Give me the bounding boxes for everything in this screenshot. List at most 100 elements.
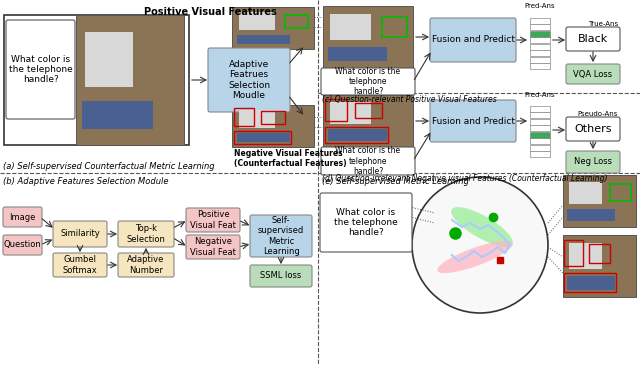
Bar: [76, 15, 184, 145]
Bar: [530, 119, 550, 124]
Text: Fusion and Predict: Fusion and Predict: [431, 35, 515, 45]
FancyBboxPatch shape: [566, 151, 620, 173]
FancyBboxPatch shape: [321, 68, 415, 95]
Bar: [568, 209, 615, 221]
Text: Fusion and Predict: Fusion and Predict: [431, 116, 515, 126]
Bar: [569, 243, 602, 269]
Text: Negative
Visual Feat: Negative Visual Feat: [190, 237, 236, 257]
Text: What color is the
telephone
handle?: What color is the telephone handle?: [335, 146, 401, 176]
Text: (d) Question-irrelevant Negative visual Features (Counterfactual Learning): (d) Question-irrelevant Negative visual …: [322, 174, 607, 183]
Bar: [381, 17, 406, 37]
Bar: [563, 235, 636, 297]
Bar: [530, 31, 550, 36]
Bar: [530, 151, 550, 157]
Text: Others: Others: [574, 124, 612, 134]
Bar: [530, 112, 550, 118]
Text: Question: Question: [4, 241, 42, 250]
Bar: [83, 101, 153, 130]
Text: Gumbel
Softmax: Gumbel Softmax: [63, 255, 97, 275]
Bar: [260, 111, 285, 124]
FancyBboxPatch shape: [566, 117, 620, 141]
Text: Pseudo-Ans: Pseudo-Ans: [578, 111, 618, 117]
Text: Positive
Visual Feat: Positive Visual Feat: [190, 210, 236, 230]
FancyBboxPatch shape: [4, 15, 189, 145]
Bar: [563, 175, 636, 227]
Text: What color is
the telephone
handle?: What color is the telephone handle?: [334, 208, 398, 237]
Bar: [530, 105, 550, 111]
Bar: [530, 131, 550, 138]
FancyBboxPatch shape: [53, 221, 107, 247]
Text: Similarity: Similarity: [60, 230, 100, 238]
FancyBboxPatch shape: [186, 208, 240, 232]
FancyBboxPatch shape: [3, 207, 42, 227]
Bar: [530, 57, 550, 62]
FancyBboxPatch shape: [250, 265, 312, 287]
Bar: [530, 18, 550, 23]
Bar: [325, 99, 348, 121]
FancyBboxPatch shape: [3, 235, 42, 255]
Text: (b) Adaptive Features Selection Module: (b) Adaptive Features Selection Module: [3, 177, 168, 186]
Text: (e) Self-supervised Metric Learning: (e) Self-supervised Metric Learning: [322, 177, 469, 186]
Bar: [564, 240, 582, 266]
Bar: [355, 103, 381, 118]
Bar: [237, 133, 290, 142]
Ellipse shape: [451, 207, 513, 247]
Bar: [234, 131, 291, 144]
Text: (c) Question-relevant Positive Visual Features: (c) Question-relevant Positive Visual Fe…: [322, 95, 497, 104]
Text: Positive Visual Features: Positive Visual Features: [143, 7, 276, 17]
Bar: [530, 43, 550, 50]
Bar: [232, 105, 314, 147]
Text: Black: Black: [578, 34, 608, 44]
Bar: [232, 7, 314, 49]
Bar: [530, 63, 550, 69]
FancyBboxPatch shape: [6, 20, 75, 119]
Bar: [569, 182, 602, 204]
Bar: [611, 184, 631, 201]
Bar: [328, 129, 387, 141]
Text: True-Ans: True-Ans: [588, 21, 618, 27]
FancyBboxPatch shape: [430, 18, 516, 62]
Text: (a) Self-supervised Counterfactual Metric Learning: (a) Self-supervised Counterfactual Metri…: [3, 162, 214, 171]
Ellipse shape: [437, 241, 513, 273]
Text: What color is
the telephone
handle?: What color is the telephone handle?: [8, 55, 72, 84]
Text: Top-k
Selection: Top-k Selection: [127, 224, 165, 244]
Bar: [530, 138, 550, 144]
FancyBboxPatch shape: [320, 193, 412, 252]
Bar: [568, 276, 615, 289]
Text: Adaptive
Number: Adaptive Number: [127, 255, 164, 275]
Text: What color is the
telephone
handle?: What color is the telephone handle?: [335, 66, 401, 96]
Bar: [530, 125, 550, 131]
FancyBboxPatch shape: [566, 27, 620, 51]
Bar: [564, 273, 616, 292]
Text: Pred-Ans: Pred-Ans: [525, 3, 556, 9]
Bar: [530, 37, 550, 43]
Bar: [285, 15, 308, 28]
FancyBboxPatch shape: [250, 215, 312, 257]
FancyBboxPatch shape: [321, 147, 415, 175]
Bar: [530, 24, 550, 30]
Text: Pred-Ans: Pred-Ans: [525, 92, 556, 98]
Bar: [323, 6, 413, 68]
Bar: [234, 108, 254, 126]
Text: VQA Loss: VQA Loss: [573, 69, 612, 78]
Bar: [84, 32, 133, 87]
Circle shape: [412, 177, 548, 313]
Bar: [239, 12, 275, 30]
Bar: [323, 95, 413, 147]
FancyBboxPatch shape: [566, 64, 620, 84]
FancyBboxPatch shape: [53, 253, 107, 277]
Text: Negative Visual Features
(Counterfactual Features): Negative Visual Features (Counterfactual…: [234, 149, 347, 168]
Bar: [330, 14, 371, 40]
Bar: [325, 127, 388, 143]
FancyBboxPatch shape: [118, 253, 174, 277]
FancyBboxPatch shape: [430, 100, 516, 142]
FancyBboxPatch shape: [186, 235, 240, 259]
FancyBboxPatch shape: [208, 48, 290, 112]
Bar: [589, 244, 611, 263]
Bar: [530, 50, 550, 56]
Text: Neg Loss: Neg Loss: [574, 158, 612, 166]
Bar: [237, 35, 290, 44]
Text: SSML loss: SSML loss: [260, 272, 301, 280]
Text: Self-
supervised
Metric
Learning: Self- supervised Metric Learning: [258, 216, 304, 256]
Bar: [328, 47, 387, 61]
